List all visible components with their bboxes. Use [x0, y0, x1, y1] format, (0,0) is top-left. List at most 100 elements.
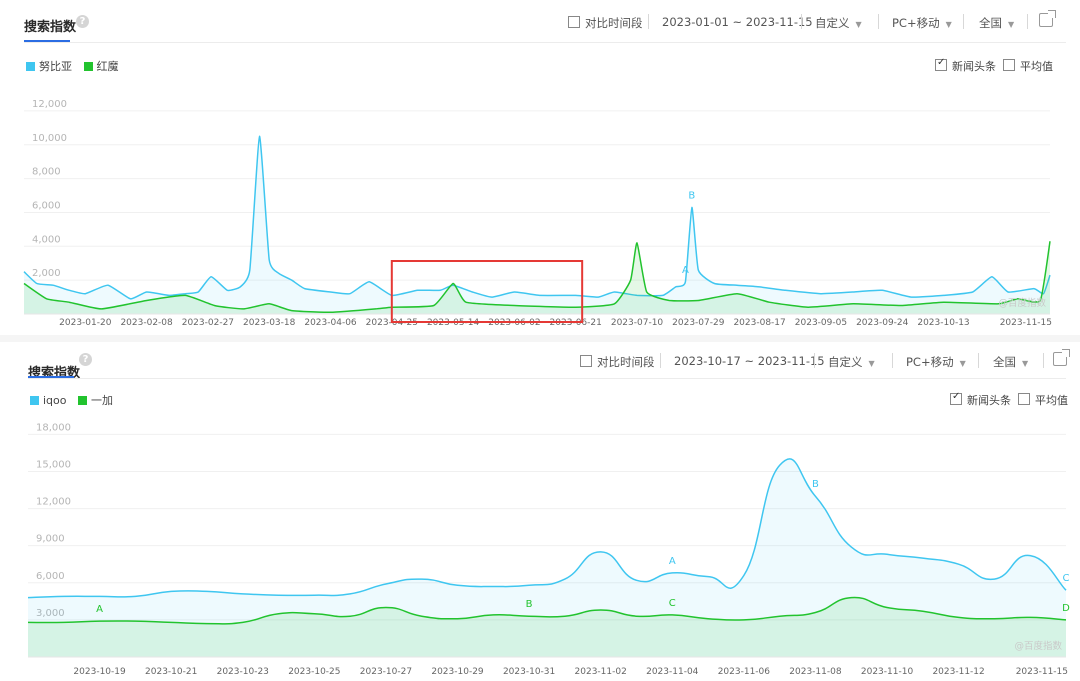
divider: [648, 14, 649, 29]
panel-title[interactable]: 搜索指数: [24, 20, 77, 35]
y-tick-label: 6,000: [36, 571, 65, 582]
x-tick-label: 2023-09-24: [856, 318, 909, 328]
title-underline: [24, 40, 70, 42]
annotation-marker: A: [96, 604, 103, 615]
news-headlines-checkbox[interactable]: 新闻头条: [950, 391, 1011, 408]
x-tick-label: 2023-09-05: [795, 318, 847, 328]
series-line-1: [27, 458, 1067, 599]
legend-item-series-2[interactable]: 一加: [78, 394, 113, 407]
caret-down-icon: ▼: [868, 359, 875, 368]
x-tick-label: 2023-10-23: [217, 667, 269, 677]
compare-period-checkbox[interactable]: 对比时间段: [568, 15, 643, 31]
x-tick-label: 2023-11-15: [1016, 667, 1068, 677]
legend-swatch: [83, 62, 93, 71]
legend-swatch: [30, 396, 39, 405]
y-tick-label: 12,000: [36, 497, 71, 508]
annotation-marker: A: [669, 556, 676, 567]
date-range-picker[interactable]: 2023-10-17 ~ 2023-11-15: [674, 354, 825, 368]
x-tick-label: 2023-10-31: [503, 667, 555, 677]
search-index-panel-2: 搜索指数 ? 对比时间段 2023-10-17 ~ 2023-11-15 自定义…: [0, 342, 1080, 681]
y-tick-label: 3,000: [36, 608, 65, 619]
y-tick-label: 4,000: [32, 234, 61, 245]
y-tick-label: 18,000: [36, 422, 71, 433]
x-tick-label: 2023-10-21: [145, 667, 197, 677]
panel-header: 搜索指数 ? 对比时间段 2023-10-17 ~ 2023-11-15 自定义…: [0, 346, 1080, 390]
legend-swatch: [26, 62, 35, 71]
mode-value: 自定义: [828, 355, 863, 369]
panel-header: 搜索指数 ? 对比时间段 2023-01-01 ~ 2023-11-15 自定义…: [0, 0, 1080, 44]
avg-label: 平均值: [1020, 60, 1053, 73]
trend-chart[interactable]: 18,000 15,000 12,000 9,000 6,000 3,000 2023-10…: [0, 412, 1080, 678]
date-range-picker[interactable]: 2023-01-01 ~ 2023-11-15: [662, 15, 813, 29]
x-tick-label: 2023-01-20: [59, 318, 112, 328]
x-tick-label: 2023-07-10: [611, 318, 664, 328]
watermark: @百度指数: [998, 297, 1046, 309]
x-tick-label: 2023-04-06: [304, 318, 357, 328]
series-area-1: [24, 136, 1050, 314]
device-dropdown[interactable]: PC+移动 ▼: [906, 354, 966, 370]
average-checkbox[interactable]: 平均值: [1018, 392, 1068, 408]
trend-chart[interactable]: 12,000 10,000 8,000 6,000 4,000 2,000 2023-01-…: [0, 80, 1080, 332]
divider: [963, 14, 964, 29]
external-link-icon[interactable]: [1039, 10, 1056, 27]
x-tick-label: 2023-03-18: [243, 318, 296, 328]
series-line-2: [27, 596, 1067, 625]
series-area-1: [28, 458, 1066, 657]
divider: [660, 353, 661, 368]
device-value: PC+移动: [906, 355, 954, 369]
x-tick-label: 2023-10-25: [288, 667, 340, 677]
x-tick-label: 2023-08-17: [733, 318, 785, 328]
caret-down-icon: ▼: [1022, 359, 1029, 368]
region-value: 全国: [993, 355, 1016, 369]
mode-dropdown[interactable]: 自定义 ▼: [828, 354, 875, 370]
series-area-2: [28, 597, 1066, 657]
avg-label: 平均值: [1035, 394, 1068, 407]
region-dropdown[interactable]: 全国 ▼: [993, 354, 1028, 370]
title-underline: [28, 376, 74, 378]
x-tick-label: 2023-10-27: [360, 667, 412, 677]
series-line-1: [23, 135, 1051, 300]
news-label: 新闻头条: [967, 394, 1011, 407]
legend-swatch: [78, 396, 87, 405]
y-tick-label: 12,000: [32, 99, 67, 110]
annotation-marker: C: [1063, 573, 1070, 584]
compare-label: 对比时间段: [585, 16, 643, 30]
legend-item-series-1[interactable]: 努比亚: [26, 60, 72, 73]
external-link-icon[interactable]: [1053, 349, 1070, 366]
y-tick-label: 8,000: [32, 167, 61, 178]
question-circle-icon[interactable]: ?: [79, 353, 92, 366]
x-tick-label: 2023-11-10: [861, 667, 914, 677]
chart-legend: 努比亚 红魔: [26, 58, 119, 74]
divider: [1043, 353, 1044, 368]
divider: [892, 353, 893, 368]
checkbox-icon: [950, 391, 962, 405]
search-index-panel-1: 搜索指数 ? 对比时间段 2023-01-01 ~ 2023-11-15 自定义…: [0, 0, 1080, 335]
divider: [801, 14, 802, 29]
region-dropdown[interactable]: 全国 ▼: [979, 15, 1014, 31]
legend-item-series-1[interactable]: iqoo: [30, 394, 67, 407]
watermark: @百度指数: [1014, 640, 1062, 652]
x-tick-label: 2023-11-06: [718, 667, 771, 677]
legend-label: iqoo: [43, 394, 67, 407]
x-tick-label: 2023-10-19: [73, 667, 126, 677]
question-circle-icon[interactable]: ?: [76, 15, 89, 28]
news-label: 新闻头条: [952, 60, 996, 73]
annotation-marker: A: [682, 265, 689, 276]
average-checkbox[interactable]: 平均值: [1003, 58, 1053, 74]
news-headlines-checkbox[interactable]: 新闻头条: [935, 57, 996, 74]
header-divider: [24, 42, 1066, 43]
header-divider: [28, 378, 1066, 379]
legend-item-series-2[interactable]: 红魔: [83, 60, 119, 73]
divider: [978, 353, 979, 368]
annotation-marker: B: [526, 599, 533, 610]
panel-separator: [0, 335, 1080, 342]
x-tick-label: 2023-02-27: [182, 318, 234, 328]
compare-period-checkbox[interactable]: 对比时间段: [580, 354, 655, 370]
highlight-box: [390, 260, 584, 323]
caret-down-icon: ▼: [959, 359, 966, 368]
device-dropdown[interactable]: PC+移动 ▼: [892, 15, 952, 31]
checkbox-icon: [1018, 393, 1030, 405]
divider: [814, 353, 815, 368]
mode-dropdown[interactable]: 自定义 ▼: [815, 15, 862, 31]
region-value: 全国: [979, 16, 1002, 30]
